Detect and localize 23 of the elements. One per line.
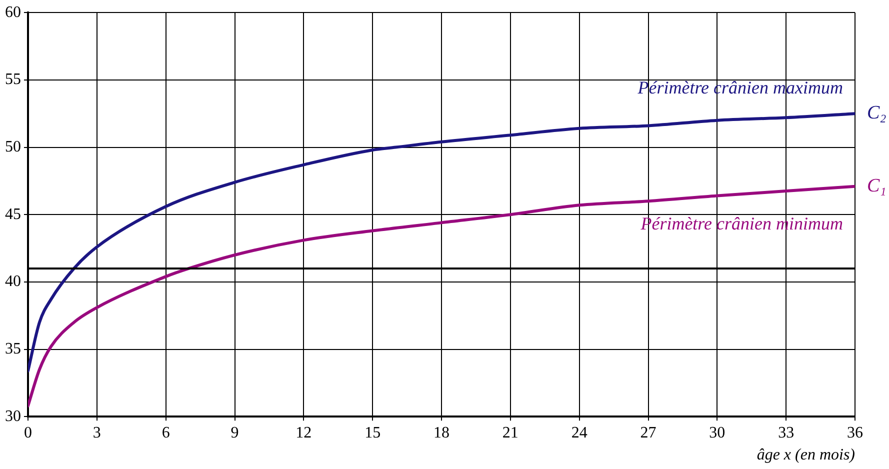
y-tick-label: 40 bbox=[5, 273, 21, 290]
y-tick-label: 55 bbox=[5, 71, 21, 88]
x-tick-label: 3 bbox=[92, 424, 101, 442]
y-tick-label: 45 bbox=[5, 206, 21, 223]
y-tick-label: 35 bbox=[5, 340, 21, 358]
series-label: C₂ bbox=[867, 102, 887, 124]
x-tick-label: 18 bbox=[434, 424, 450, 442]
x-tick-label: 36 bbox=[847, 424, 863, 442]
x-tick-label: 24 bbox=[571, 424, 588, 442]
series-label: C₁ bbox=[867, 175, 886, 196]
x-tick-label: 30 bbox=[709, 424, 726, 442]
x-tick-label: 27 bbox=[640, 424, 656, 442]
x-tick-label: 33 bbox=[778, 424, 794, 442]
x-tick-label: 6 bbox=[162, 424, 170, 442]
x-tick-label: 15 bbox=[364, 424, 381, 442]
x-tick-label: 21 bbox=[502, 424, 518, 442]
x-axis-title: âge x (en mois) bbox=[756, 446, 855, 464]
x-tick-label: 0 bbox=[24, 424, 32, 442]
x-tick-label: 9 bbox=[230, 424, 239, 442]
y-tick-label: 50 bbox=[5, 138, 21, 156]
x-tick-label: 12 bbox=[296, 424, 312, 442]
y-tick-label: 30 bbox=[5, 408, 21, 425]
y-tick-label: 60 bbox=[5, 4, 21, 21]
